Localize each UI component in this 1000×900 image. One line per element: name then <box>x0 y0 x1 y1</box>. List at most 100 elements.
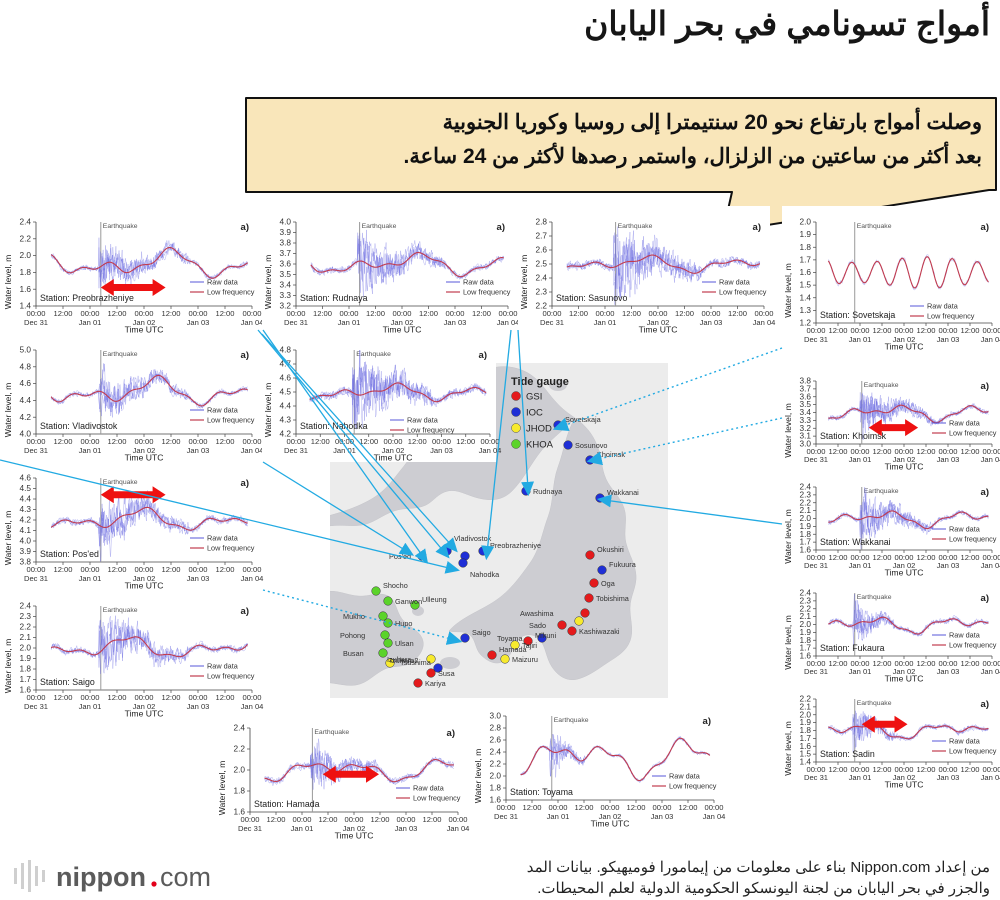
svg-text:2.5: 2.5 <box>535 259 547 269</box>
svg-text:2.2: 2.2 <box>489 759 501 769</box>
svg-text:Time UTC: Time UTC <box>885 462 924 472</box>
svg-text:Dec 31: Dec 31 <box>804 561 828 570</box>
svg-text:1.9: 1.9 <box>799 229 811 239</box>
svg-text:2.8: 2.8 <box>535 217 547 227</box>
svg-text:Time UTC: Time UTC <box>885 780 924 790</box>
svg-text:00:00: 00:00 <box>754 309 773 318</box>
svg-text:2.3: 2.3 <box>19 611 31 621</box>
svg-text:Water level, m: Water level, m <box>3 639 13 694</box>
svg-text:4.6: 4.6 <box>19 473 31 483</box>
svg-text:Water level, m: Water level, m <box>783 263 793 318</box>
svg-text:12:00: 12:00 <box>916 326 935 335</box>
svg-text:3.4: 3.4 <box>279 280 291 290</box>
svg-text:a): a) <box>479 350 487 361</box>
svg-text:Time UTC: Time UTC <box>125 453 164 463</box>
svg-text:12:00: 12:00 <box>161 437 180 446</box>
svg-text:12:00: 12:00 <box>107 437 126 446</box>
svg-text:Jan 01: Jan 01 <box>849 335 872 344</box>
svg-text:00:00: 00:00 <box>383 437 402 446</box>
svg-text:4.1: 4.1 <box>19 525 31 535</box>
svg-text:2.4: 2.4 <box>535 273 547 283</box>
svg-text:Station: Saigo: Station: Saigo <box>40 677 95 687</box>
svg-text:Jan 04: Jan 04 <box>981 561 1000 570</box>
svg-text:1.6: 1.6 <box>19 284 31 294</box>
svg-text:Raw data: Raw data <box>463 278 495 287</box>
svg-text:Jan 04: Jan 04 <box>703 812 726 821</box>
svg-text:Earthquake: Earthquake <box>857 223 892 230</box>
svg-text:Earthquake: Earthquake <box>103 223 138 230</box>
svg-text:12:00: 12:00 <box>960 553 979 562</box>
svg-text:Time UTC: Time UTC <box>639 325 678 335</box>
svg-text:00:00: 00:00 <box>938 326 957 335</box>
svg-text:Station: Sovetskaja: Station: Sovetskaja <box>820 310 895 320</box>
svg-text:2.2: 2.2 <box>233 744 245 754</box>
svg-text:2.4: 2.4 <box>799 588 811 598</box>
svg-text:00:00: 00:00 <box>445 309 464 318</box>
svg-text:2.4: 2.4 <box>233 723 245 733</box>
svg-text:12:00: 12:00 <box>522 803 541 812</box>
svg-text:1.7: 1.7 <box>799 254 811 264</box>
svg-text:12:00: 12:00 <box>626 803 645 812</box>
svg-text:Low frequency: Low frequency <box>949 747 997 756</box>
svg-text:1.3: 1.3 <box>799 305 811 315</box>
svg-text:2.2: 2.2 <box>799 694 811 704</box>
svg-text:Earthquake: Earthquake <box>314 729 349 736</box>
svg-text:4.8: 4.8 <box>279 345 291 355</box>
svg-text:Water level, m: Water level, m <box>217 761 227 816</box>
svg-text:1.8: 1.8 <box>489 783 501 793</box>
svg-text:00:00: 00:00 <box>600 803 619 812</box>
svg-text:Low frequency: Low frequency <box>407 426 455 435</box>
svg-text:12:00: 12:00 <box>872 326 891 335</box>
svg-text:Jan 01: Jan 01 <box>547 812 570 821</box>
svg-text:12:00: 12:00 <box>960 447 979 456</box>
svg-text:a): a) <box>981 222 989 233</box>
svg-text:Water level, m: Water level, m <box>3 255 13 310</box>
svg-text:Jan 03: Jan 03 <box>937 561 960 570</box>
svg-text:4.8: 4.8 <box>19 361 31 371</box>
svg-text:12:00: 12:00 <box>359 437 378 446</box>
svg-text:00:00: 00:00 <box>188 693 207 702</box>
svg-text:00:00: 00:00 <box>496 803 515 812</box>
svg-text:00:00: 00:00 <box>242 437 261 446</box>
svg-text:00:00: 00:00 <box>188 565 207 574</box>
svg-text:Jan 01: Jan 01 <box>291 824 314 833</box>
svg-text:Low frequency: Low frequency <box>949 535 997 544</box>
svg-text:Dec 31: Dec 31 <box>804 335 828 344</box>
svg-text:nippon: nippon <box>56 862 146 892</box>
svg-text:12:00: 12:00 <box>678 803 697 812</box>
svg-text:3.9: 3.9 <box>19 546 31 556</box>
svg-text:1.7: 1.7 <box>19 674 31 684</box>
svg-text:2.3: 2.3 <box>535 287 547 297</box>
svg-text:00:00: 00:00 <box>292 815 311 824</box>
svg-text:12:00: 12:00 <box>161 565 180 574</box>
svg-text:00:00: 00:00 <box>396 815 415 824</box>
svg-text:12:00: 12:00 <box>456 437 475 446</box>
svg-text:Time UTC: Time UTC <box>885 568 924 578</box>
svg-text:Station: Wakkanai: Station: Wakkanai <box>820 537 891 547</box>
svg-text:12:00: 12:00 <box>622 309 641 318</box>
svg-text:2.6: 2.6 <box>489 735 501 745</box>
svg-text:3.0: 3.0 <box>489 711 501 721</box>
svg-text:2.4: 2.4 <box>19 217 31 227</box>
svg-text:Earthquake: Earthquake <box>864 382 899 389</box>
svg-text:2.0: 2.0 <box>489 771 501 781</box>
svg-text:2.4: 2.4 <box>799 482 811 492</box>
svg-text:Water level, m: Water level, m <box>783 403 793 458</box>
svg-text:00:00: 00:00 <box>648 309 667 318</box>
svg-text:12:00: 12:00 <box>916 659 935 668</box>
svg-text:Jan 04: Jan 04 <box>241 318 264 327</box>
svg-text:3.3: 3.3 <box>279 290 291 300</box>
svg-text:Raw data: Raw data <box>413 784 445 793</box>
svg-text:00:00: 00:00 <box>701 309 720 318</box>
svg-text:3.9: 3.9 <box>279 227 291 237</box>
svg-text:00:00: 00:00 <box>392 309 411 318</box>
svg-text:a): a) <box>981 593 989 604</box>
svg-text:a): a) <box>447 728 455 739</box>
svg-text:Jan 04: Jan 04 <box>241 574 264 583</box>
svg-text:12:00: 12:00 <box>872 765 891 774</box>
svg-text:4.0: 4.0 <box>279 217 291 227</box>
svg-text:a): a) <box>981 487 989 498</box>
svg-text:12:00: 12:00 <box>916 553 935 562</box>
svg-text:Jan 01: Jan 01 <box>594 318 617 327</box>
svg-text:3.5: 3.5 <box>279 269 291 279</box>
